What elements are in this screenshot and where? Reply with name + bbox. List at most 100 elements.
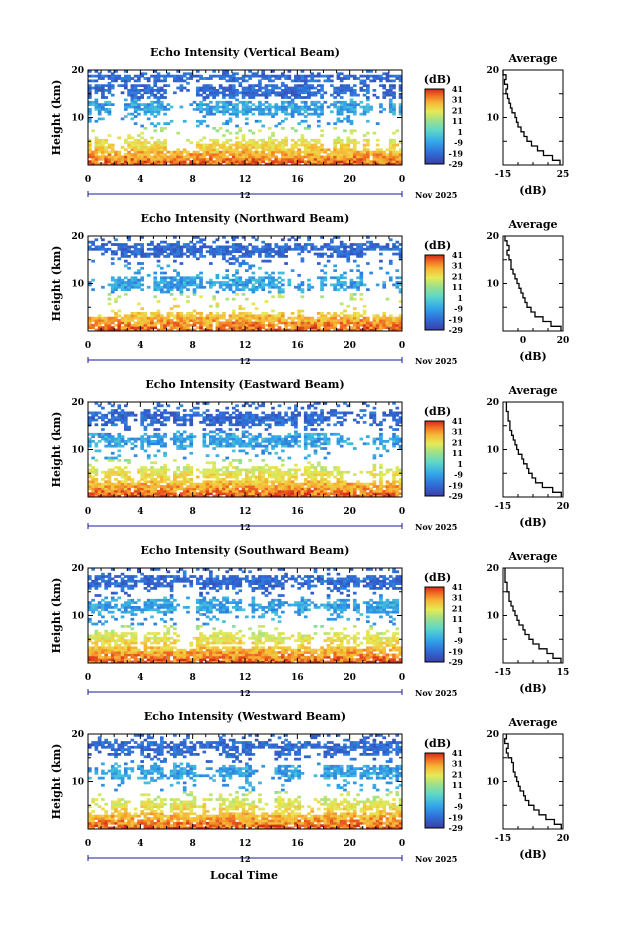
heatmap-cell (372, 153, 377, 156)
heatmap-cell (225, 440, 230, 443)
heatmap-cell (218, 281, 223, 284)
heatmap-cell (146, 440, 151, 443)
heatmap-cell (352, 91, 357, 95)
heatmap-cell (280, 473, 285, 477)
heatmap-cell (179, 262, 184, 265)
heatmap-cell (176, 321, 180, 325)
heatmap-cell (303, 456, 308, 460)
heatmap-cell (225, 157, 230, 161)
heatmap-cell (343, 252, 347, 256)
heatmap-cell (238, 283, 243, 287)
heatmap-cell (153, 468, 158, 472)
heatmap-cell (356, 323, 360, 327)
heatmap-cell (202, 155, 207, 159)
heatmap-cell (117, 440, 122, 443)
heatmap-cell (143, 494, 148, 498)
heatmap-cell (398, 328, 403, 332)
heatmap-cell (133, 440, 138, 443)
heatmap-cell (264, 283, 269, 287)
heatmap-cell (88, 155, 92, 159)
heatmap-cell (205, 480, 210, 484)
heatmap-cell (339, 105, 344, 109)
heatmap-cell (261, 466, 266, 469)
heatmap-cell (300, 283, 305, 287)
heatmap-cell (261, 319, 266, 322)
heatmap-cell (254, 466, 259, 469)
heatmap-cell (343, 276, 347, 280)
heatmap-cell (137, 108, 141, 111)
heatmap-cell (182, 150, 187, 154)
heatmap-cell (385, 91, 390, 95)
heatmap-cell (156, 79, 161, 83)
heatmap-cell (176, 74, 180, 78)
heatmap-cell (140, 74, 144, 78)
heatmap-cell (215, 312, 220, 315)
heatmap-cell (117, 155, 122, 159)
heatmap-cell (169, 328, 174, 332)
heatmap-cell (238, 150, 243, 154)
heatmap-cell (176, 418, 180, 422)
heatmap-cell (284, 437, 288, 441)
heatmap-cell (356, 162, 360, 166)
heatmap-cell (235, 478, 239, 481)
heatmap-cell (267, 466, 272, 469)
heatmap-cell (192, 108, 197, 111)
heatmap-cell (199, 312, 203, 315)
heatmap-cell (209, 252, 213, 256)
heatmap-cell (264, 487, 269, 491)
heatmap-cell (179, 84, 184, 88)
heatmap-cell (209, 89, 213, 92)
heatmap-cell (343, 321, 347, 325)
heatmap-cell (212, 297, 216, 301)
heatmap-cell (114, 278, 118, 282)
heatmap-cell (146, 326, 151, 330)
heatmap-cell (238, 321, 243, 325)
heatmap-cell (307, 485, 311, 488)
heatmap-cell (343, 91, 347, 95)
heatmap-cell (248, 478, 252, 481)
heatmap-cell (101, 245, 105, 249)
heatmap-cell (241, 108, 246, 111)
heatmap-cell (189, 485, 194, 488)
heatmap-cell (133, 328, 138, 332)
heatmap-cell (339, 243, 344, 246)
heatmap-cell (179, 435, 184, 439)
heatmap-cell (218, 252, 223, 256)
heatmap-cell (392, 74, 396, 78)
heatmap-cell (114, 470, 118, 474)
heatmap-cell (245, 444, 249, 448)
heatmap-cell (189, 72, 194, 76)
heatmap-cell (346, 157, 351, 161)
heatmap-cell (153, 108, 158, 111)
heatmap-cell (343, 153, 347, 156)
x-tick-label: 20 (343, 175, 356, 185)
heatmap-cell (254, 454, 259, 458)
heatmap-cell (375, 319, 380, 322)
heatmap-cell (362, 157, 367, 161)
heatmap-cell (163, 494, 167, 498)
heatmap-cell (215, 328, 220, 332)
heatmap-cell (362, 74, 367, 78)
heatmap-cell (362, 81, 367, 85)
x-tick-label: 20 (343, 341, 356, 351)
heatmap-cell (369, 70, 373, 73)
heatmap-cell (215, 468, 220, 472)
heatmap-cell (343, 103, 347, 107)
heatmap-cell (88, 108, 92, 111)
heatmap-cell (392, 93, 396, 97)
heatmap-cell (271, 482, 275, 486)
heatmap-cell (186, 319, 190, 322)
heatmap-cell (192, 153, 197, 156)
heatmap-cell (349, 295, 354, 299)
heatmap-cell (330, 276, 334, 280)
heatmap-cell (209, 93, 213, 97)
heatmap-cell (218, 74, 223, 78)
heatmap-cell (215, 454, 220, 458)
heatmap-cell (343, 150, 347, 154)
month-label: Nov 2025 (415, 356, 457, 366)
heatmap-cell (362, 138, 367, 142)
heatmap-cell (127, 255, 131, 258)
heatmap-cell (395, 247, 400, 251)
heatmap-cell (339, 276, 344, 280)
heatmap-cell (280, 459, 285, 462)
